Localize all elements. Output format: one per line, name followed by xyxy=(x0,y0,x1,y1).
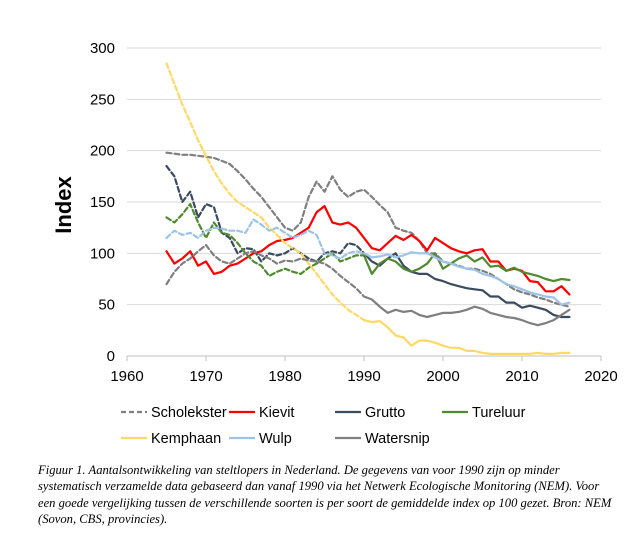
legend-label-kievit: Kievit xyxy=(259,405,294,421)
x-tick-label-1980: 1980 xyxy=(268,368,301,385)
legend-label-scholekster: Scholekster xyxy=(151,405,227,421)
series-line-tureluur-pre-1990 xyxy=(165,203,366,277)
x-tick-labels: 1960 1970 1980 1990 2000 2010 2020 xyxy=(110,368,617,385)
x-tick-label-1960: 1960 xyxy=(110,368,143,385)
series-lines xyxy=(165,62,571,355)
x-tick-label-2000: 2000 xyxy=(426,368,459,385)
series-line-kemphaan xyxy=(362,319,571,355)
series-line-grutto xyxy=(362,252,571,319)
legend-label-tureluur: Tureluur xyxy=(472,405,526,421)
x-tick-label-1990: 1990 xyxy=(347,368,380,385)
x-tick-label-2020: 2020 xyxy=(584,368,617,385)
x-tick-label-2010: 2010 xyxy=(505,368,538,385)
legend-label-grutto: Grutto xyxy=(365,405,405,421)
series-line-watersnip xyxy=(362,295,571,327)
y-tick-label-100: 100 xyxy=(90,245,115,262)
y-tick-labels: 0 50 100 150 200 250 300 xyxy=(90,40,115,365)
gridlines xyxy=(126,47,602,361)
y-axis-label: Index xyxy=(51,176,76,234)
series-line-tureluur xyxy=(362,252,571,283)
series-line-wulp xyxy=(362,251,571,306)
x-tick-label-1970: 1970 xyxy=(189,368,222,385)
legend-label-watersnip: Watersnip xyxy=(365,431,430,447)
line-chart: 0 50 100 150 200 250 300 1960 1970 1980 1990 2000 2… xyxy=(51,40,618,447)
y-tick-label-200: 200 xyxy=(90,143,115,160)
y-tick-label-50: 50 xyxy=(98,297,115,314)
series-line-watersnip-pre-1990 xyxy=(165,244,366,298)
series-line-scholekster xyxy=(165,151,571,308)
series-line-kievit xyxy=(165,205,571,296)
figure-caption: Figuur 1. Aantalsontwikkeling van steltl… xyxy=(38,463,612,526)
legend-label-kemphaan: Kemphaan xyxy=(151,431,221,447)
series-line-wulp-pre-1990 xyxy=(165,218,366,260)
y-tick-label-0: 0 xyxy=(107,348,115,365)
y-tick-label-250: 250 xyxy=(90,91,115,108)
y-tick-label-150: 150 xyxy=(90,194,115,211)
series-line-kemphaan-pre-1990 xyxy=(165,62,366,322)
legend: Scholekster Kievit Grutto Tureluur Kemphaan W… xyxy=(121,405,526,447)
y-tick-label-300: 300 xyxy=(90,40,115,57)
legend-label-wulp: Wulp xyxy=(259,431,292,447)
